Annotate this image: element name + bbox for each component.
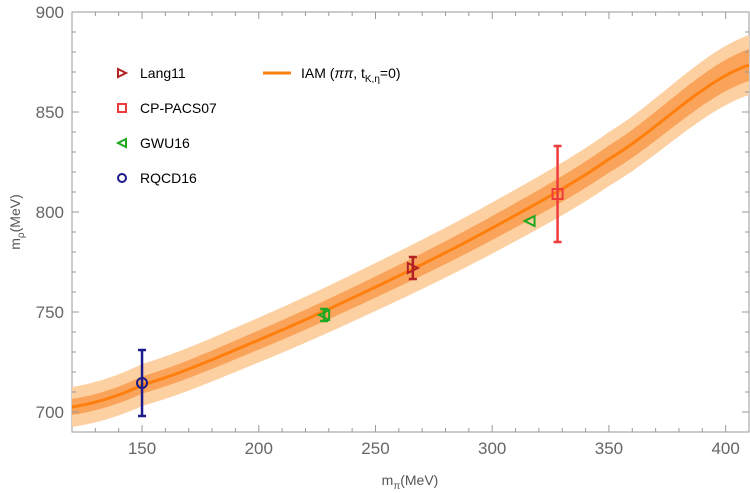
legend-marker-rqcd16 (117, 173, 127, 183)
point-cppacs07-0-marker (551, 188, 564, 200)
x-tick-label: 400 (711, 439, 739, 458)
point-rqcd16-0-marker (136, 377, 149, 389)
y-tick-label: 800 (36, 203, 64, 222)
tick-marks (71, 11, 750, 433)
legend-markers (115, 67, 129, 183)
band-central-line (71, 63, 750, 409)
y-tick-label: 700 (36, 403, 64, 422)
y-axis-title: mρ(MeV) (7, 194, 27, 250)
x-axis-title: mπ(MeV) (382, 472, 439, 492)
point-gwu16-1-marker (522, 214, 536, 228)
legend-label-lang11: Lang11 (140, 65, 186, 81)
x-tick-label: 200 (245, 439, 273, 458)
band-outer (72, 35, 749, 427)
y-tick-label: 900 (36, 3, 64, 22)
legend-marker-lang11 (117, 67, 129, 79)
legend-label-rqcd16: RQCD16 (140, 170, 197, 186)
x-axis-title-sub: π (393, 481, 400, 492)
y-tick-labels: 700 750 800 850 900 (36, 3, 64, 422)
plot-frame (71, 11, 750, 433)
y-tick-label: 750 (36, 303, 64, 322)
x-tick-label: 350 (595, 439, 623, 458)
x-tick-label: 250 (361, 439, 389, 458)
x-tick-label: 300 (478, 439, 506, 458)
point-lang11-0-marker (406, 261, 421, 275)
iam-band (71, 35, 750, 427)
legend-marker-cppacs07 (117, 103, 127, 113)
legend-marker-gwu16 (115, 137, 127, 149)
y-axis-title-sub: ρ (16, 232, 27, 238)
x-tick-label: 150 (128, 439, 156, 458)
x-tick-labels: 150 200 250 300 350 400 (128, 439, 740, 458)
point-gwu16-0-marker (316, 308, 331, 322)
y-tick-label: 850 (36, 103, 64, 122)
legend-label-gwu16: GWU16 (140, 135, 190, 151)
data-points (136, 144, 564, 418)
legend: Lang11 CP-PACS07 GWU16 RQCD16 IAM (ππ, t… (115, 65, 401, 186)
legend-label-cppacs07: CP-PACS07 (140, 100, 217, 116)
legend-label-iam: IAM (ππ, tK,η=0) (301, 65, 401, 85)
